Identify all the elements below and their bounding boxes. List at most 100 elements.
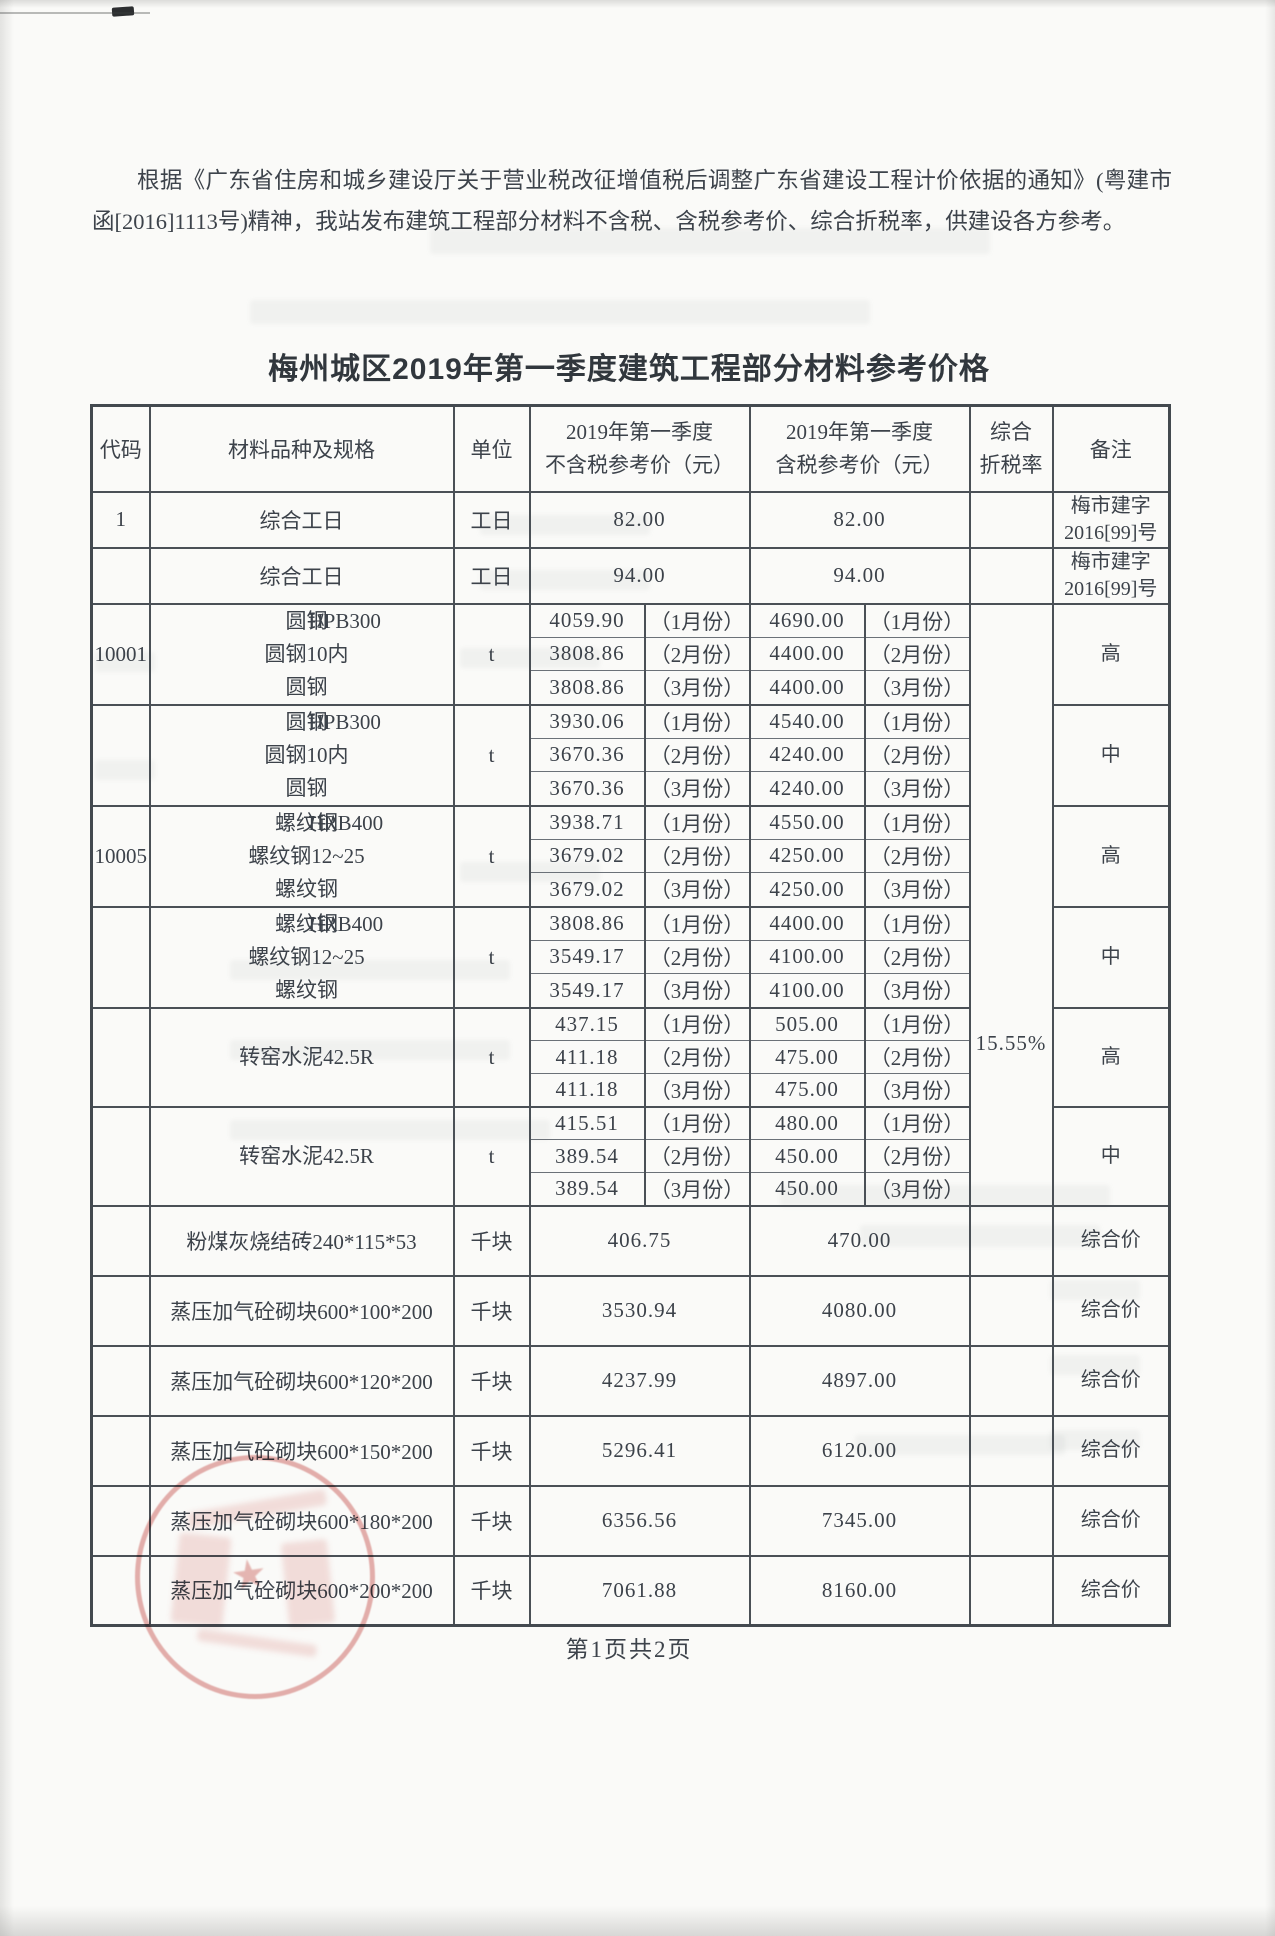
remark-text: 梅市建字 [1070,494,1151,517]
price-in-month: （3月份） [863,973,971,1009]
price-in-value: 4240.00 [748,737,866,773]
price-in-value: 7345.00 [748,1484,971,1557]
unit-cell: 千块 [452,1484,531,1557]
bleedthrough-artifact [430,228,990,254]
price-ex-value: 4059.90 [528,602,646,638]
remark-text: 中 [1100,945,1121,968]
table-row: 3670.36 （2月份） 4240.00 （2月份） [92,737,1170,773]
price-ex-value: 3808.86 [528,905,646,941]
table-row: 3808.86 （2月份） 4400.00 （2月份） [92,636,1170,672]
material-name: 圆钢10内 [264,742,349,767]
material-cell: 转窑水泥42.5R [148,1006,455,1108]
tax-cell [968,1274,1054,1347]
material-text: 圆钢 HPB300 [152,707,452,739]
remark-cell: 高 [1051,1006,1171,1108]
price-table: 代码 材料品种及规格 单位 2019年第一季度 不含税参考价（元） 2019年第… [90,404,1171,1627]
table-row: 10001 圆钢 HPB300 圆钢10内 圆钢 t 4059.90 （1月份） 4690.00… [90,602,1171,1207]
price-ex-month: （2月份） [643,1040,751,1074]
price-ex-month: （1月份） [643,905,751,941]
price-ex-month: （3月份） [643,771,751,807]
code-cell: 10001 [90,602,151,706]
price-ex-value: 3670.36 [528,737,646,773]
header-line: 2019年第一季度 [786,419,933,444]
price-ex-value: 411.18 [528,1040,646,1074]
price-ex-month: （1月份） [643,703,751,739]
scan-edge-artifact [0,0,1275,8]
table-row: 蒸压加气砼砌块600*200*200 千块 7061.88 8160.00 综合价 [90,1554,1171,1627]
material-cell: 转窑水泥42.5R [148,1105,455,1207]
price-in-month: （1月份） [863,804,971,840]
material-name: 圆钢 [285,709,328,734]
price-ex-value: 3679.02 [528,838,646,874]
remark-cell: 梅市建字 2016[99]号 [1051,546,1171,605]
remark-text: 梅市建字 [1070,550,1151,573]
header-line: 综合 [990,419,1032,444]
price-in-month: （1月份） [863,905,971,941]
price-ex-value: 3549.17 [528,973,646,1009]
table-row: 411.18 （2月份） 475.00 （2月份） [92,1040,1170,1074]
price-in-month: （2月份） [863,838,971,874]
material-text: 圆钢 [152,671,452,703]
material-spec: HRB400 [308,911,384,936]
price-ex-month: （2月份） [643,737,751,773]
price-ex-value: 5296.41 [528,1414,751,1487]
price-ex-month: （2月份） [643,838,751,874]
material-name: 圆钢 [285,775,328,800]
material-cell: 综合工日 [148,546,455,605]
price-in-month: （3月份） [863,1172,971,1207]
price-in-value: 450.00 [748,1172,866,1207]
remark-cell: 中 [1051,1105,1171,1207]
price-ex-month: （2月份） [643,1139,751,1173]
material-text: 螺纹钢12~25 [152,840,452,873]
price-in-month: （2月份） [863,1139,971,1173]
tax-cell [968,546,1054,605]
material-text: 圆钢 HPB300 [152,606,452,638]
price-in-value: 4400.00 [748,636,866,672]
price-ex-value: 82.00 [528,490,751,549]
price-ex-value: 415.51 [528,1105,646,1140]
price-ex-month: （3月份） [643,1073,751,1108]
remark-text: 中 [1100,1144,1121,1167]
price-ex-value: 94.00 [528,546,751,605]
price-ex-value: 3930.06 [528,703,646,739]
price-in-month: （1月份） [863,602,971,638]
table-row: 蒸压加气砼砌块600*100*200 千块 3530.94 4080.00 综合价 [90,1274,1171,1347]
material-spec: HPB300 [308,709,381,734]
table-row: 389.54 （2月份） 450.00 （2月份） [92,1139,1170,1173]
price-ex-value: 406.75 [528,1204,751,1277]
material-name: 螺纹钢 [275,911,338,936]
price-ex-value: 3549.17 [528,939,646,975]
price-in-month: （2月份） [863,939,971,975]
scan-edge-artifact [1265,0,1275,1936]
page-title: 梅州城区2019年第一季度建筑工程部分材料参考价格 [268,353,990,386]
price-in-value: 4690.00 [748,602,866,638]
price-in-value: 4250.00 [748,838,866,874]
price-in-value: 94.00 [748,546,971,605]
unit-cell: 千块 [452,1344,531,1417]
unit-cell: 工日 [452,490,531,549]
header-line: 含税参考价（元） [775,452,944,477]
table-row: 综合工日 工日 94.00 94.00 梅市建字 2016[99]号 [90,546,1171,605]
price-ex-month: （1月份） [643,1105,751,1140]
price-ex-value: 4237.99 [528,1344,751,1417]
tax-cell [968,490,1054,549]
material-name: 螺纹钢12~25 [248,944,365,969]
table-row: 411.18 （3月份） 475.00 （3月份） [92,1073,1170,1108]
unit-cell: 千块 [452,1274,531,1347]
material-cell: 综合工日 [148,490,455,549]
table-row: 蒸压加气砼砌块600*150*200 千块 5296.41 6120.00 综合价 [90,1414,1171,1487]
remark-cell: 综合价 [1051,1274,1171,1347]
tax-cell [968,1414,1054,1487]
price-table-body: 1 综合工日 工日 82.00 82.00 梅市建字 2016[99]号 综合工日 工日 94.0… [90,490,1171,1627]
price-in-value: 480.00 [748,1105,866,1140]
material-cell: 圆钢 HPB300 圆钢10内 圆钢 [148,602,455,706]
code-cell [90,1554,151,1627]
material-name: 转窑水泥42.5R [239,1143,374,1168]
price-in-month: （2月份） [863,737,971,773]
unit-cell: t [452,602,531,706]
table-header-row: 代码 材料品种及规格 单位 2019年第一季度 不含税参考价（元） 2019年第… [90,404,1171,493]
price-in-month: （3月份） [863,670,971,706]
price-ex-value: 6356.56 [528,1484,751,1557]
code-cell [90,1006,151,1108]
remark-text: 中 [1100,743,1121,766]
